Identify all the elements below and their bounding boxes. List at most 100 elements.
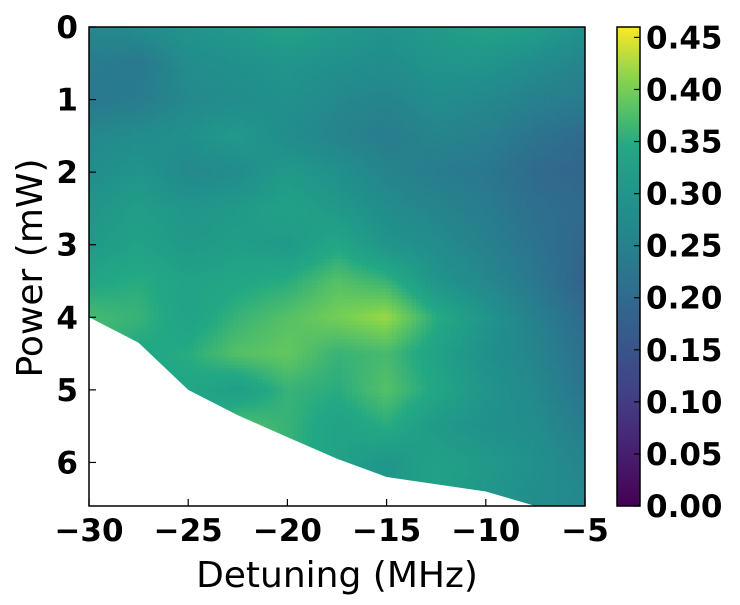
heatmap-cell (108, 92, 115, 97)
heatmap-cell (371, 164, 378, 170)
heatmap-cell (262, 81, 269, 86)
heatmap-cell (550, 70, 556, 75)
heatmap-cell (93, 63, 100, 68)
heatmap-cell (520, 124, 527, 130)
heatmap-cell (153, 175, 160, 181)
heatmap-cell (510, 37, 517, 43)
heatmap-cell (475, 30, 482, 35)
heatmap-cell (242, 85, 249, 90)
heatmap-cell (158, 150, 164, 155)
heatmap-cell (297, 172, 303, 177)
heatmap-cell (89, 186, 95, 191)
heatmap-cell (426, 186, 432, 191)
heatmap-cell (421, 190, 427, 195)
heatmap-cell (108, 66, 115, 72)
heatmap-cell (297, 197, 303, 202)
heatmap-cell (426, 66, 432, 72)
heatmap-cell (203, 132, 209, 137)
heatmap-cell (89, 81, 95, 86)
heatmap-cell (580, 41, 585, 46)
heatmap-cell (108, 121, 115, 126)
heatmap-cell (222, 88, 229, 93)
heatmap-cell (560, 66, 566, 72)
heatmap-cell (371, 88, 378, 93)
heatmap-cell (128, 52, 135, 57)
heatmap-cell (222, 157, 229, 162)
heatmap-cell (401, 139, 408, 144)
heatmap-cell (565, 41, 571, 46)
heatmap-cell (545, 164, 551, 170)
heatmap-cell (416, 41, 422, 46)
heatmap-cell (341, 201, 348, 206)
heatmap-cell (580, 201, 585, 206)
heatmap-cell (535, 128, 541, 133)
heatmap-cell (93, 128, 100, 133)
heatmap-cell (262, 85, 269, 90)
heatmap-cell (500, 106, 507, 112)
heatmap-cell (203, 172, 209, 177)
heatmap-cell (361, 135, 368, 141)
heatmap-cell (436, 48, 442, 53)
heatmap-cell (565, 48, 571, 53)
heatmap-cell (361, 204, 368, 210)
heatmap-cell (436, 121, 442, 126)
heatmap-cell (118, 175, 125, 181)
heatmap-cell (426, 48, 432, 53)
heatmap-cell (327, 150, 333, 155)
heatmap-cell (312, 190, 318, 195)
heatmap-cell (396, 146, 403, 151)
heatmap-cell (480, 74, 487, 79)
heatmap-cell (262, 95, 269, 101)
heatmap-cell (203, 175, 209, 181)
heatmap-cell (128, 74, 135, 79)
heatmap-cell (203, 74, 209, 79)
heatmap-cell (262, 45, 269, 50)
heatmap-cell (505, 66, 512, 72)
heatmap-cell (396, 30, 403, 35)
heatmap-cell (103, 201, 110, 206)
heatmap-cell (153, 132, 160, 137)
heatmap-cell (411, 204, 417, 210)
heatmap-cell (163, 66, 169, 72)
heatmap-cell (500, 172, 507, 177)
heatmap-cell (505, 88, 512, 93)
heatmap-cell (128, 99, 135, 104)
heatmap-cell (307, 128, 313, 133)
heatmap-cell (436, 34, 442, 39)
heatmap-cell (371, 204, 378, 210)
heatmap-cell (451, 193, 457, 199)
heatmap-cell (376, 190, 383, 195)
heatmap-cell (490, 52, 497, 57)
heatmap-cell (580, 193, 585, 199)
heatmap-cell (515, 121, 522, 126)
heatmap-cell (267, 193, 274, 199)
heatmap-cell (89, 41, 95, 46)
heatmap-cell (237, 70, 244, 75)
heatmap-cell (490, 70, 497, 75)
heatmap-cell (163, 143, 169, 148)
heatmap-cell (337, 37, 343, 43)
heatmap-cell (267, 172, 274, 177)
heatmap-cell (411, 27, 417, 32)
heatmap-cell (346, 77, 353, 83)
heatmap-cell (495, 114, 502, 119)
heatmap-cell (297, 135, 303, 141)
heatmap-cell (565, 63, 571, 68)
heatmap-cell (361, 128, 368, 133)
heatmap-cell (247, 150, 254, 155)
heatmap-cell (332, 103, 338, 108)
heatmap-cell (465, 197, 472, 202)
heatmap-cell (525, 146, 532, 151)
heatmap-cell (297, 77, 303, 83)
heatmap-cell (411, 34, 417, 39)
heatmap-cell (163, 157, 169, 162)
heatmap-cell (327, 190, 333, 195)
heatmap-cell (560, 99, 566, 104)
heatmap-cell (213, 106, 219, 112)
heatmap-cell (580, 85, 585, 90)
heatmap-cell (495, 193, 502, 199)
heatmap-cell (118, 193, 125, 199)
heatmap-cell (103, 27, 110, 32)
heatmap-cell (431, 121, 437, 126)
heatmap-cell (490, 81, 497, 86)
